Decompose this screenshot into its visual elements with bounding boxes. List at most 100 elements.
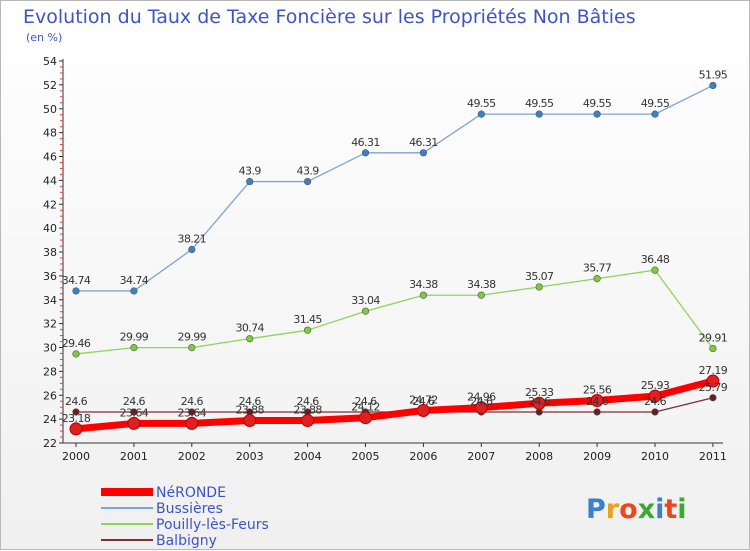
data-label: 23.64 (178, 406, 207, 419)
logo-letter: t (664, 494, 677, 525)
x-tick-label: 2005 (352, 450, 380, 463)
y-tick-label: 26 (43, 389, 57, 402)
data-point (72, 408, 80, 416)
data-label: 25.56 (583, 384, 612, 397)
data-label: 33.04 (351, 294, 380, 307)
y-tick-label: 28 (43, 365, 57, 378)
data-point (706, 374, 720, 388)
data-label: 51.95 (699, 68, 728, 81)
data-label: 24.6 (65, 395, 88, 408)
data-point (648, 389, 662, 403)
data-point (532, 396, 546, 410)
data-label: 23.18 (62, 412, 91, 425)
data-point (304, 326, 312, 334)
y-tick-label: 36 (43, 270, 57, 283)
data-label: 43.9 (239, 165, 262, 178)
x-tick-label: 2010 (641, 450, 669, 463)
series-line (75, 269, 714, 355)
data-point (361, 307, 370, 315)
axes: 22 24 26 28 30 32 34 36 38 40 42 44 46 48 50 52 54 2000 20… (43, 55, 727, 463)
data-point (69, 422, 83, 436)
data-point (709, 394, 717, 402)
data-label: 24.6 (528, 395, 551, 408)
logo-letter: i (655, 494, 664, 525)
data-label: 49.55 (641, 97, 670, 110)
chart-title: Evolution du Taux de Taxe Foncière sur l… (23, 6, 636, 28)
data-label: 49.55 (525, 97, 554, 110)
series-neronde (69, 374, 720, 436)
data-label: 46.31 (351, 136, 380, 149)
data-label: 35.77 (583, 262, 612, 275)
y-tick-label: 22 (43, 437, 57, 450)
y-tick-label: 38 (43, 246, 57, 259)
data-label: 24.6 (123, 395, 146, 408)
data-label: 34.74 (62, 274, 91, 287)
legend-label: Bussières (156, 501, 223, 517)
x-tick-label: 2007 (467, 450, 495, 463)
data-label: 25.79 (699, 381, 728, 394)
series-pouilly-les-feurs (72, 266, 717, 358)
legend-label: Balbigny (156, 533, 217, 549)
data-point (188, 408, 196, 416)
data-label: 34.74 (120, 274, 149, 287)
y-tick-label: 54 (43, 55, 57, 68)
data-point (651, 266, 659, 274)
data-label: 34.38 (467, 278, 496, 291)
legend-label: Pouilly-lès-Feurs (156, 517, 269, 533)
data-label: 24.96 (467, 391, 496, 404)
data-point (535, 283, 543, 291)
data-point (130, 408, 138, 416)
y-tick-label: 30 (43, 342, 57, 355)
y-tick-label: 44 (43, 174, 57, 187)
data-label: 34.38 (409, 278, 438, 291)
y-tick-label: 52 (43, 79, 57, 92)
data-label: 43.9 (297, 165, 320, 178)
data-label: 24.6 (412, 395, 435, 408)
proxiti-logo: Proxiti (586, 494, 687, 525)
data-point (477, 110, 485, 118)
data-point (593, 275, 601, 283)
x-tick-label: 2011 (699, 450, 727, 463)
data-label: 24.6 (181, 395, 204, 408)
x-tick-label: 2008 (525, 450, 553, 463)
data-point (419, 291, 428, 299)
data-point (709, 81, 717, 90)
logo-letter: o (619, 494, 638, 525)
data-point (304, 177, 312, 186)
data-point (474, 401, 488, 415)
data-point (243, 414, 257, 428)
data-point (651, 408, 659, 416)
data-point (593, 408, 601, 416)
x-tick-label: 2006 (409, 450, 437, 463)
series-line (75, 377, 714, 433)
data-label: 23.88 (293, 404, 322, 417)
logo-letter: x (638, 494, 655, 525)
y-tick-label: 34 (43, 294, 57, 307)
data-label: 24.6 (354, 395, 377, 408)
data-point (72, 350, 80, 358)
data-label: 24.12 (351, 401, 380, 414)
data-point (127, 416, 141, 430)
y-tick-label: 40 (43, 222, 57, 235)
data-point (188, 245, 196, 254)
data-label: 27.19 (699, 364, 728, 377)
data-point (419, 149, 428, 157)
logo-letter: r (606, 494, 620, 525)
legend: NéRONDEBussièresPouilly-lès-FeursBalbign… (101, 485, 269, 549)
data-point (130, 344, 138, 352)
data-point (535, 110, 543, 118)
legend-label: NéRONDE (156, 485, 226, 501)
y-tick-label: 48 (43, 127, 57, 140)
x-tick-label: 2002 (178, 450, 206, 463)
data-label: 24.6 (239, 395, 262, 408)
data-label: 29.46 (62, 337, 91, 350)
data-label: 24.72 (409, 394, 438, 407)
data-label: 49.55 (583, 97, 612, 110)
chart-subtitle: (en %) (26, 31, 62, 44)
y-tick-label: 32 (43, 318, 57, 331)
data-point (477, 291, 485, 299)
series-bussieres (72, 81, 717, 295)
y-tick-label: 24 (43, 413, 57, 426)
